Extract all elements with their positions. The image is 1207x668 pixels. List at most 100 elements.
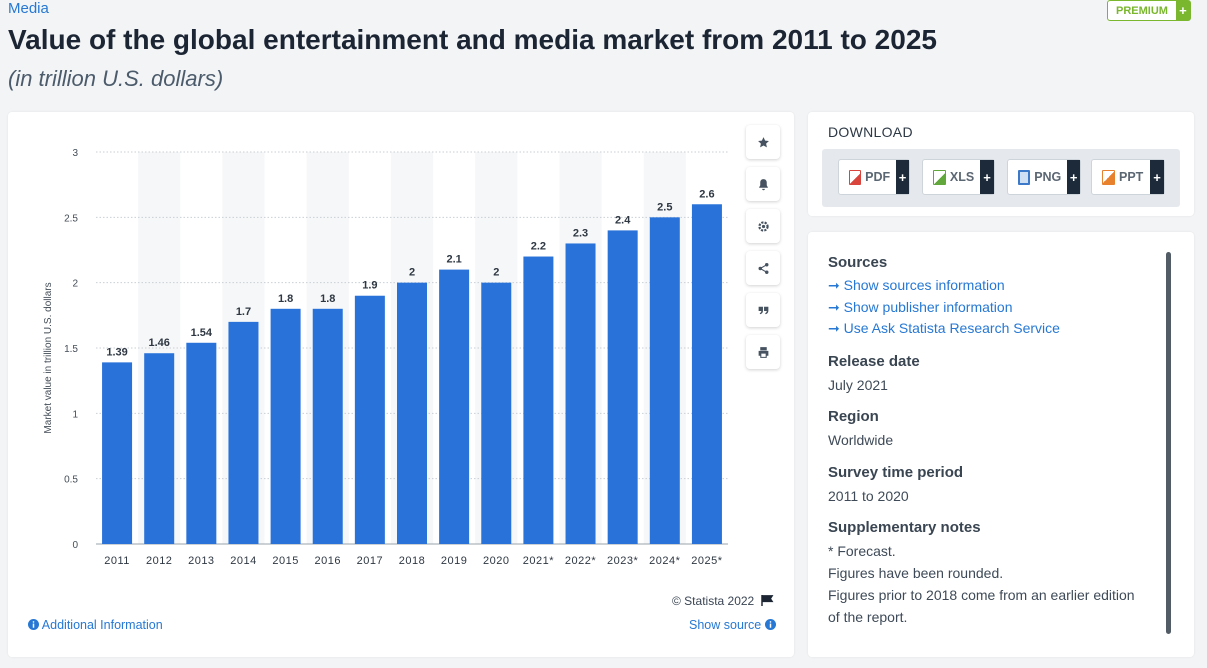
show-source-link[interactable]: Show source [689, 618, 776, 632]
release-date-heading: Release date [828, 353, 920, 370]
plus-icon: + [1067, 160, 1080, 194]
bar [439, 269, 470, 544]
data-label: 2.6 [699, 188, 714, 200]
bar-chart: 0 0.5 1 1.5 2 2.5 3 1.39 2011 1.46 2012 1.54 2013 1.7… [43, 148, 728, 567]
survey-period-section: Survey time period 2011 to 2020 [828, 464, 963, 507]
download-card: DOWNLOAD PDF + XLS + PNG + PPT + [808, 112, 1194, 216]
premium-label: PREMIUM [1116, 4, 1168, 17]
info-icon [764, 619, 776, 630]
settings-button[interactable] [746, 209, 780, 243]
data-label: 1.54 [191, 327, 213, 339]
xls-label: XLS [949, 170, 975, 184]
x-tick-label: 2014 [230, 555, 256, 567]
show-sources-label: Show sources information [843, 277, 1005, 293]
region-heading: Region [828, 408, 879, 425]
chart-card: 0 0.5 1 1.5 2 2.5 3 1.39 2011 1.46 2012 1.54 2013 1.7… [8, 112, 794, 657]
x-tick-label: 2021* [523, 555, 554, 567]
notes-heading: Supplementary notes [828, 519, 981, 536]
notes-line: Figures have been rounded. [828, 565, 1004, 581]
ppt-file-icon [1102, 169, 1115, 185]
region-section: Region Worldwide [828, 408, 893, 451]
copyright-text: © Statista 2022 [672, 594, 755, 608]
x-tick-label: 2012 [146, 555, 172, 567]
bar [691, 204, 722, 544]
y-tick-label: 3 [72, 148, 78, 159]
y-axis-title: Market value in trillion U.S. dollars [43, 282, 54, 433]
cite-button[interactable] [746, 293, 780, 327]
data-label: 2.2 [531, 241, 546, 253]
data-label: 1.8 [320, 293, 335, 305]
arrow-right-icon: ➞ [828, 277, 844, 293]
print-button[interactable] [746, 335, 780, 369]
ppt-label: PPT [1119, 170, 1144, 184]
bar [523, 256, 554, 544]
data-label: 2 [493, 267, 499, 279]
region-value: Worldwide [828, 432, 894, 448]
page-subtitle: (in trillion U.S. dollars) [8, 66, 224, 91]
notes-line: Figures prior to 2018 come from an earli… [828, 587, 1135, 603]
download-png-button[interactable]: PNG + [1007, 159, 1081, 195]
bar [607, 230, 638, 544]
x-tick-label: 2022* [565, 555, 596, 567]
download-pdf-button[interactable]: PDF + [838, 159, 910, 195]
bar [270, 308, 301, 544]
survey-period-heading: Survey time period [828, 464, 964, 481]
ask-statista-link[interactable]: ➞ Use Ask Statista Research Service [828, 318, 1060, 340]
y-tick-label: 1 [72, 409, 78, 420]
plus-icon: + [1175, 1, 1190, 20]
x-tick-label: 2019 [441, 555, 467, 567]
chart-toolbar [746, 125, 780, 377]
plus-icon: + [896, 160, 909, 194]
show-source-label: Show source [689, 618, 762, 632]
x-tick-label: 2011 [104, 555, 130, 567]
survey-period-value: 2011 to 2020 [828, 488, 909, 504]
data-label: 2.5 [657, 201, 672, 213]
page-title: Value of the global entertainment and me… [8, 24, 937, 55]
data-label: 2.1 [446, 254, 461, 266]
x-tick-label: 2018 [399, 555, 425, 567]
scrollbar[interactable] [1166, 252, 1171, 634]
plus-icon: + [1150, 160, 1164, 194]
png-file-icon [1018, 169, 1031, 185]
favorite-button[interactable] [746, 125, 780, 159]
additional-info-label: Additional Information [41, 618, 163, 632]
release-date-section: Release date July 2021 [828, 353, 920, 396]
plus-icon: + [980, 160, 994, 194]
release-date-value: July 2021 [828, 377, 888, 393]
data-label: 1.8 [278, 293, 293, 305]
bar [186, 342, 217, 544]
bar [144, 353, 175, 544]
x-tick-label: 2020 [483, 555, 509, 567]
bar [228, 321, 259, 544]
data-label: 2.4 [615, 214, 631, 226]
print-icon [758, 346, 768, 358]
bar [102, 362, 133, 544]
show-publisher-link[interactable]: ➞ Show publisher information [828, 297, 1060, 319]
copyright: © Statista 2022 [672, 594, 774, 608]
notes-line: of the report. [828, 609, 908, 625]
bar [649, 217, 680, 544]
show-sources-link[interactable]: ➞ Show sources information [828, 275, 1060, 297]
flag-icon[interactable] [760, 595, 774, 606]
notes-line: * Forecast. [828, 543, 896, 559]
download-xls-button[interactable]: XLS + [922, 159, 995, 195]
bell-icon [758, 178, 768, 190]
share-icon [758, 262, 768, 274]
share-button[interactable] [746, 251, 780, 285]
download-buttons: PDF + XLS + PNG + PPT + [822, 149, 1180, 207]
additional-info-link[interactable]: Additional Information [28, 618, 163, 632]
category-link[interactable]: Media [8, 0, 49, 17]
data-label: 1.46 [148, 337, 169, 349]
download-title: DOWNLOAD [828, 124, 913, 140]
bar [397, 282, 427, 544]
ask-statista-label: Use Ask Statista Research Service [843, 320, 1060, 336]
quote-icon [758, 306, 768, 314]
y-tick-label: 0.5 [64, 475, 78, 486]
png-label: PNG [1034, 170, 1062, 184]
notification-button[interactable] [746, 167, 780, 201]
xls-file-icon [933, 169, 946, 185]
premium-badge[interactable]: PREMIUM + [1107, 0, 1191, 21]
bar [312, 308, 343, 544]
download-ppt-button[interactable]: PPT + [1091, 159, 1165, 195]
bar [481, 282, 512, 544]
